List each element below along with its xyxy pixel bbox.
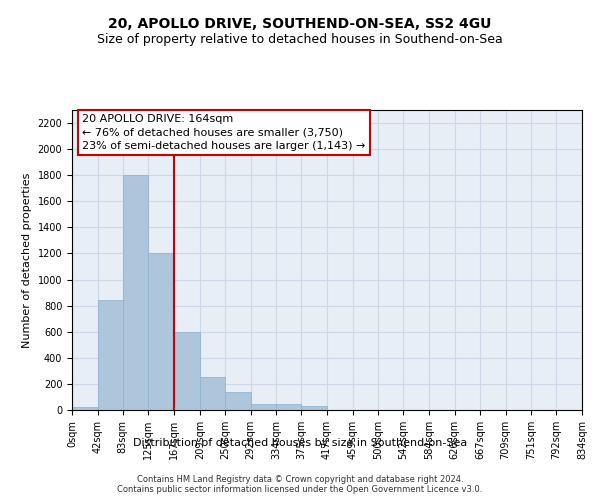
Bar [148, 254, 174, 410]
Bar [200, 376, 225, 410]
Text: Distribution of detached houses by size in Southend-on-Sea: Distribution of detached houses by size … [133, 438, 467, 448]
Bar [72, 406, 98, 410]
Text: Size of property relative to detached houses in Southend-on-Sea: Size of property relative to detached ho… [97, 32, 503, 46]
Bar [225, 392, 251, 410]
Bar [276, 404, 301, 410]
Bar [174, 332, 200, 410]
Text: Contains HM Land Registry data © Crown copyright and database right 2024.: Contains HM Land Registry data © Crown c… [137, 476, 463, 484]
Y-axis label: Number of detached properties: Number of detached properties [22, 172, 32, 348]
Text: 20 APOLLO DRIVE: 164sqm
← 76% of detached houses are smaller (3,750)
23% of semi: 20 APOLLO DRIVE: 164sqm ← 76% of detache… [82, 114, 365, 151]
Text: Contains public sector information licensed under the Open Government Licence v3: Contains public sector information licen… [118, 486, 482, 494]
Bar [98, 300, 123, 410]
Bar [301, 406, 327, 410]
Bar [251, 404, 276, 410]
Bar [123, 175, 148, 410]
Text: 20, APOLLO DRIVE, SOUTHEND-ON-SEA, SS2 4GU: 20, APOLLO DRIVE, SOUTHEND-ON-SEA, SS2 4… [109, 18, 491, 32]
